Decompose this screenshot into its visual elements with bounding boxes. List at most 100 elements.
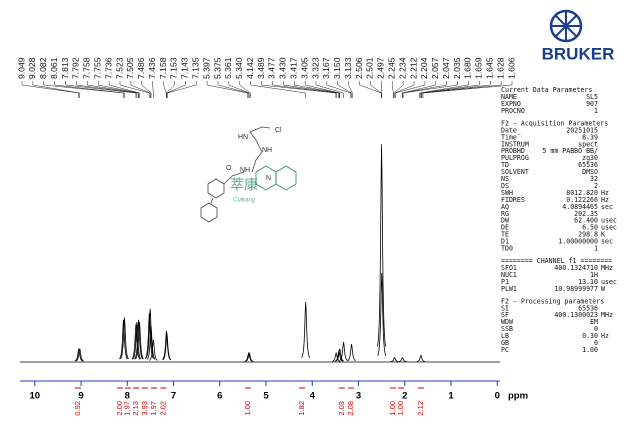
peak (390, 356, 399, 363)
panel-text: DMSO (582, 168, 598, 176)
logo-mark (551, 11, 581, 41)
peak (335, 348, 344, 362)
panel-text: TE (501, 231, 509, 239)
logo-text: BRUKER (542, 44, 615, 63)
bond (231, 171, 245, 177)
panel-text: 0 (594, 325, 598, 333)
peak-label: 5.361 (223, 57, 233, 79)
panel-text: GB (501, 339, 509, 347)
peak-label-leader (326, 81, 352, 98)
peak-label-leader (239, 81, 251, 98)
peak (416, 354, 426, 362)
peak-label: 7.158 (158, 57, 168, 79)
atom: N (266, 175, 271, 182)
peak-label-leader (420, 81, 480, 98)
peak (131, 324, 141, 360)
panel-text: sec (601, 238, 613, 246)
peak-label-leader (76, 81, 138, 98)
panel-heading: Current Data Parameters (501, 86, 592, 94)
peak-label: 3.430 (278, 57, 288, 79)
x-tick-label: 5 (263, 391, 269, 402)
peak (132, 322, 142, 360)
panel-heading: F2 - Processing parameters (501, 297, 604, 305)
integral-label: 0.92 (73, 401, 82, 416)
integral-label: 2.02 (158, 401, 167, 416)
peak-label-leader (167, 81, 197, 98)
panel-text: 1 (594, 107, 598, 115)
molecule: Cl HN NH N NH O 萃康 Cuikang (200, 126, 297, 223)
peak-label: 7.758 (82, 57, 92, 79)
peak-label: 3.489 (256, 57, 266, 79)
panel-text: usec (601, 224, 617, 232)
peak-label: 3.150 (332, 57, 342, 79)
peak (120, 317, 129, 360)
integral-label: 1.00 (243, 401, 252, 416)
panel-text: PULPROG (501, 154, 529, 162)
peak-label-leader (315, 81, 344, 98)
x-tick-label: 6 (217, 391, 222, 402)
peak-label-leader (422, 81, 513, 98)
panel-text: SL5 (586, 93, 598, 101)
panel-text: 10.98999977 (554, 285, 598, 293)
integral-label: 3.93 (140, 401, 149, 416)
peak-label-leader (337, 81, 352, 98)
panel-text: 202.35 (574, 210, 598, 218)
panel-text: 0.30 (582, 332, 598, 340)
integral-label: 1.00 (396, 401, 405, 416)
peak (135, 322, 144, 360)
peak-label-leader (228, 81, 250, 98)
peak-label: 5.340 (234, 57, 244, 79)
peak-label-leader (304, 81, 341, 98)
peak (146, 326, 156, 360)
peak (339, 341, 348, 361)
peak-label-leader (261, 81, 337, 98)
panel-text: spect (578, 140, 598, 148)
peak-label-leader (250, 81, 306, 98)
peak-label-leader (283, 81, 339, 98)
peak-label-leader (108, 81, 140, 98)
peak (149, 339, 158, 361)
panel-heading: F2 - Acquisition Parameters (501, 119, 608, 127)
panel-text: Date_ (501, 126, 521, 134)
peak-label: 4.142 (245, 57, 255, 79)
peak (301, 302, 311, 358)
peak (377, 273, 387, 356)
peak (119, 319, 128, 360)
panel-text: EXPNO (501, 100, 521, 108)
panel-text: SOLVENT (501, 168, 529, 176)
peak-label-leader (166, 81, 186, 98)
peak-label: 3.133 (343, 57, 353, 79)
panel-text: 907 (586, 100, 598, 108)
peak-label-leader (272, 81, 337, 98)
peak (134, 319, 143, 360)
integral-label: 2.13 (131, 401, 140, 416)
ring (207, 178, 225, 199)
ring (200, 202, 218, 223)
panel-text: D1 (501, 238, 509, 246)
panel-text: NAME (501, 93, 517, 101)
atom: NH (240, 167, 250, 174)
peak-label: 1.659 (474, 57, 484, 79)
panel-text: usec (601, 217, 617, 225)
peak-label-leader (293, 81, 340, 98)
panel-text: 1.00 (582, 346, 598, 354)
peak-label-leader (402, 81, 458, 98)
atom: HN (238, 134, 248, 141)
peak-label-leader (401, 81, 437, 98)
peak-label-leader (217, 81, 249, 98)
panel-text: 0 (594, 339, 598, 347)
peak-label-leader (348, 81, 353, 98)
panel-text: 8012.820 (566, 189, 598, 197)
x-tick-label: 7 (171, 391, 176, 402)
x-tick-label: 4 (310, 391, 316, 402)
peak-label-leader (163, 81, 167, 98)
peak-label-leader (32, 81, 80, 98)
peak-label-leader (206, 81, 248, 98)
panel-text: 8.39 (582, 133, 598, 141)
panel-text: 13.10 (578, 278, 598, 286)
peak-label: 3.167 (321, 57, 331, 79)
panel-text: 1.00000000 (558, 238, 598, 246)
panel-text: P1 (501, 278, 509, 286)
peak-label: 9.028 (27, 57, 37, 79)
